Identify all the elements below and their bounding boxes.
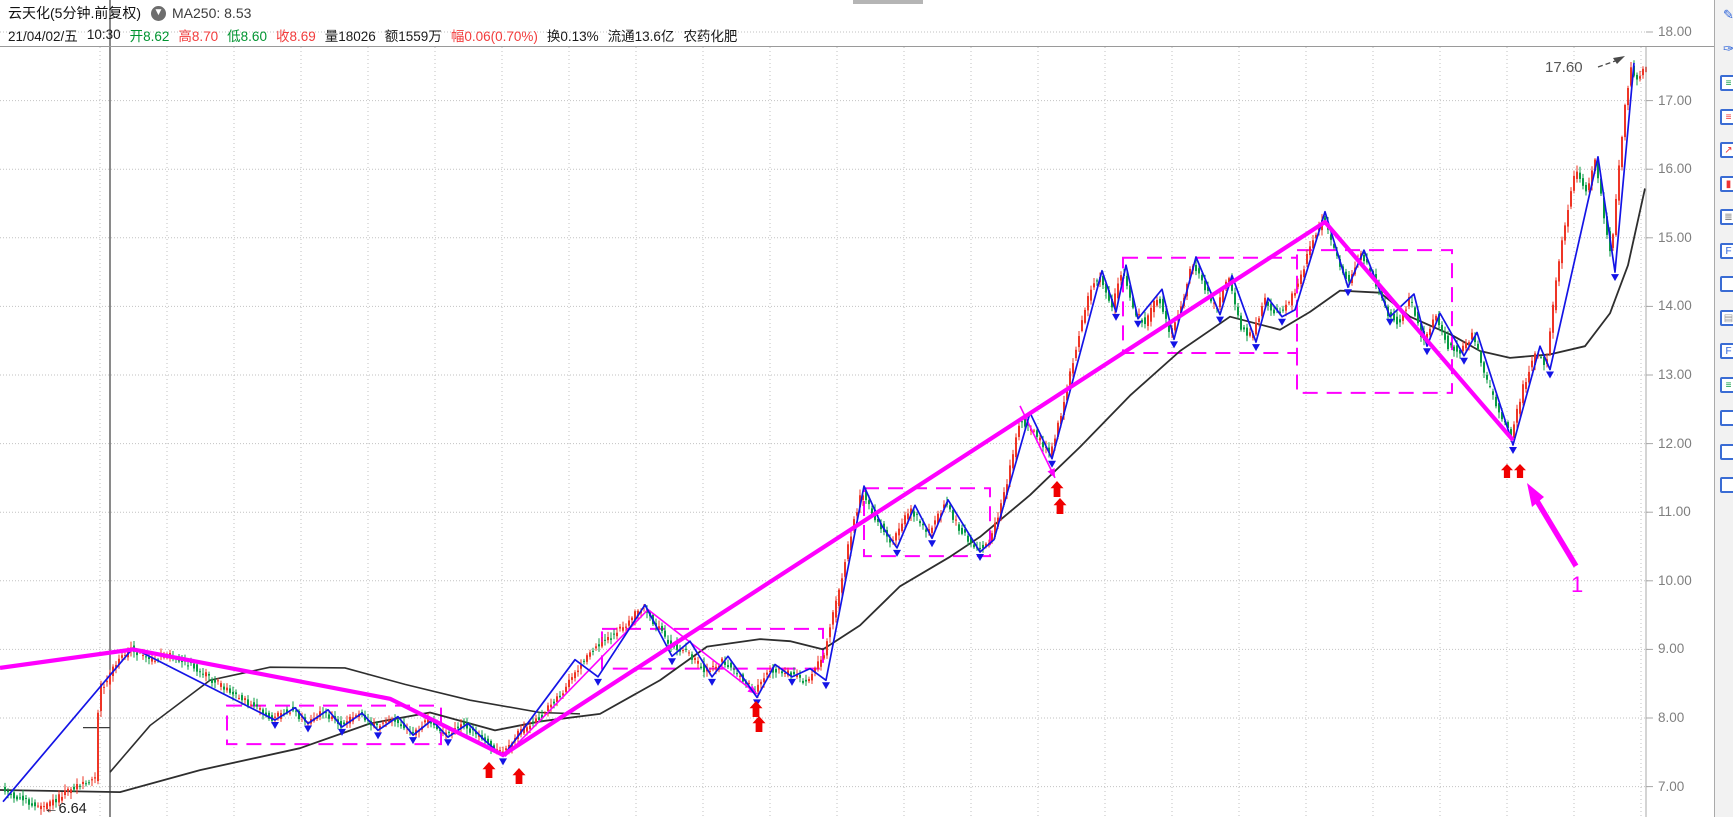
quote-field-10: 流通13.6亿 [607,28,675,44]
quote-field-9: 换0.13% [546,28,599,44]
pencil-icon[interactable]: ✎ [1723,8,1733,22]
quote-info-bar: 21/04/02/五 10:30 开8.62 高8.70 低8.60 收8.69 量1802… [8,25,746,44]
top-scrollbar-thumb[interactable] [853,0,923,4]
quote-field-5: 收8.69 [275,28,316,44]
red-quote-list-icon[interactable]: ≡ [1720,108,1733,125]
price-tick-15.00: 15.00 [1658,229,1692,245]
ma250-line [0,188,1646,793]
ma250-value: MA250: 8.53 [172,5,252,21]
session-start-line [83,0,111,817]
quote-field-0: 21/04/02/五 [8,28,78,44]
brush-icon[interactable]: ✑ [1723,41,1733,56]
price-tick-17.00: 17.00 [1658,92,1692,108]
quote-field-3: 高8.70 [178,28,219,44]
zigzag-blue [2,62,1635,803]
blank-page-icon[interactable] [1720,276,1733,292]
number-1-label: 1 [1571,572,1583,597]
chart-labels: 17.60 ←6.64 1 [44,56,1625,817]
page-icon-4[interactable] [1720,477,1733,493]
low-price-label: ←6.64 [44,801,87,817]
price-axis: 18.00 17.00 16.00 15.00 14.00 13.00 12.00 11.00… [1646,0,1714,817]
grid-lines [0,31,1653,817]
quote-field-11: 农药化肥 [683,28,738,44]
header-line1: 云天化(5分钟.前复权) ▼ MA250: 8.53 [8,3,251,23]
price-tick-9.00: 9.00 [1658,641,1685,657]
price-tick-14.00: 14.00 [1658,298,1692,314]
trend-line-icon[interactable]: ↗ [1720,142,1733,158]
price-tick-16.00: 16.00 [1658,161,1692,177]
price-tick-10.00: 10.00 [1658,572,1692,588]
high-price-label: 17.60 [1545,59,1583,76]
trend-line-magenta[interactable] [0,219,1515,758]
right-toolbar: ✎ ✑ ≡ ≡ ↗ ▮ ≣ F ▤ F ≡ [1714,0,1733,817]
notes-list-icon[interactable]: ≣ [1720,209,1733,225]
quote-field-4: 低8.60 [227,28,267,44]
ma-secondary-line [109,666,581,773]
chart-header: 云天化(5分钟.前复权) ▼ MA250: 8.53 21/04/02/五 10:… [0,0,1714,47]
quote-field-2: 开8.62 [129,28,170,44]
formula-icon[interactable]: F [1720,343,1733,359]
chevron-down-icon[interactable]: ▼ [151,5,166,21]
green-data-icon[interactable]: ≡ [1720,376,1733,393]
page-icon-3[interactable] [1720,443,1733,460]
quote-field-8: 幅0.06(0.70%) [450,28,538,44]
candlesticks [4,60,1647,815]
page-icon-2[interactable] [1720,410,1733,426]
buy-signal-arrows[interactable] [482,464,1527,784]
price-tick-11.00: 11.00 [1658,504,1691,520]
price-tick-13.00: 13.00 [1658,367,1692,382]
green-quote-list-icon[interactable]: ≡ [1720,75,1733,91]
candle-chart-icon[interactable]: ▮ [1720,175,1733,192]
quote-field-1: 10:30 [86,27,121,42]
quote-field-6: 量18026 [324,28,376,44]
quote-field-7: 额1559万 [384,28,442,44]
price-tick-12.00: 12.00 [1658,435,1692,451]
price-tick-8.00: 8.00 [1658,710,1685,725]
stock-title[interactable]: 云天化(5分钟.前复权) [8,5,141,21]
consolidation-boxes[interactable] [226,249,1453,746]
report-page-icon[interactable]: ▤ [1720,309,1733,326]
f10-info-icon[interactable]: F [1720,242,1733,259]
price-tick-7.00: 7.00 [1658,778,1685,794]
annotation-arrow-1[interactable] [1527,483,1579,568]
price-tick-18.00: 18.00 [1658,24,1692,39]
